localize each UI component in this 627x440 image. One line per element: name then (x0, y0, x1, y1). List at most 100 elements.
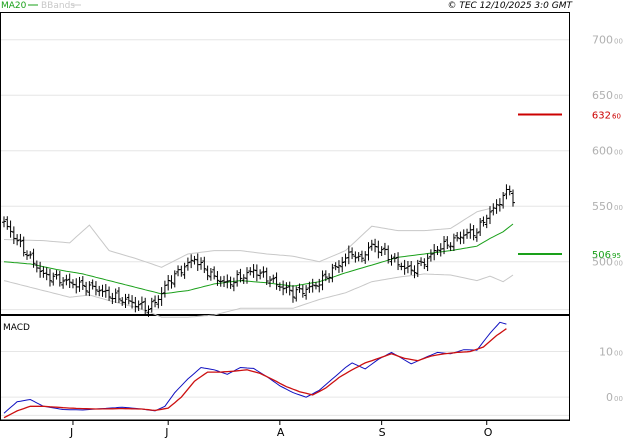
ohlc-bar (67, 273, 72, 289)
ohlc-bar (24, 250, 29, 260)
ohlc-bar (491, 203, 496, 216)
ohlc-bar (507, 185, 512, 196)
ohlc-bar (458, 231, 463, 245)
ohlc-bar (254, 264, 259, 282)
ohlc-bar (445, 236, 450, 249)
ohlc-bar (120, 297, 125, 306)
macd-tick-decimal: 00 (614, 395, 623, 403)
ohlc-bar (123, 293, 128, 308)
ohlc-bar (389, 254, 394, 266)
ohlc-bar (18, 233, 23, 248)
ohlc-bar (327, 273, 332, 283)
price-tick-decimal: 00 (614, 149, 623, 157)
ohlc-bar (320, 270, 325, 291)
ohlc-bar (34, 260, 39, 273)
ohlc-bar (51, 272, 56, 286)
ohlc-bar (290, 285, 295, 303)
ohlc-bar (205, 265, 210, 281)
ohlc-bar (336, 260, 341, 273)
ohlc-bar (84, 281, 89, 296)
ohlc-bar (87, 281, 92, 297)
ohlc-bar (61, 277, 66, 289)
ohlc-bar (15, 234, 20, 246)
ohlc-bar (235, 270, 240, 287)
support-value-decimal: 95 (612, 252, 621, 260)
ohlc-bar (202, 256, 207, 274)
ohlc-bar (215, 271, 220, 286)
ohlc-bar (330, 263, 335, 283)
price-tick-label: 700 (592, 34, 613, 47)
resistance-value: 632 (592, 111, 611, 122)
price-tick-decimal: 00 (614, 38, 623, 46)
ohlc-bar (57, 270, 62, 287)
ohlc-bar (47, 268, 52, 287)
support-value: 506 (592, 250, 611, 261)
x-tick-label: O (484, 426, 493, 439)
ohlc-bar (284, 282, 289, 294)
x-tick-label: J (69, 426, 73, 439)
ohlc-bar (304, 285, 309, 300)
macd-tick-label: 10 (599, 346, 613, 359)
ohlc-bar (343, 253, 348, 267)
ohlc-bar (149, 297, 154, 313)
x-tick-label: S (379, 426, 386, 439)
price-tick-decimal: 00 (614, 260, 623, 268)
ohlc-bar (484, 214, 489, 229)
ma20-line (3, 223, 514, 295)
ohlc-bar (264, 267, 269, 285)
ohlc-bar (258, 269, 263, 280)
ohlc-bar (2, 216, 6, 228)
price-tick-decimal: 00 (614, 204, 623, 212)
ohlc-bar (412, 265, 417, 279)
price-tick-label: 600 (592, 145, 613, 158)
ohlc-bar (359, 250, 364, 263)
ohlc-bar (70, 279, 75, 289)
ohlc-bar (156, 295, 161, 309)
ohlc-bar (31, 248, 36, 268)
ohlc-bar (481, 216, 486, 227)
ohlc-bar (323, 270, 328, 282)
macd-signal-line (3, 328, 507, 419)
ohlc-bar (435, 245, 440, 256)
ohlc-bar (405, 260, 410, 274)
ohlc-bar (468, 223, 473, 239)
ohlc-bar (428, 249, 433, 262)
ohlc-bar (139, 296, 144, 310)
ohlc-bar (294, 286, 299, 302)
ohlc-bar (340, 256, 345, 273)
ohlc-bar (185, 257, 190, 271)
bb-lower-line (3, 273, 514, 318)
ohlc-bar (218, 276, 223, 287)
ohlc-bar (21, 236, 26, 257)
ohlc-bar (488, 206, 493, 225)
ohlc-bar (212, 266, 217, 280)
ohlc-bar (366, 242, 371, 261)
ohlc-bar (310, 278, 315, 293)
price-tick-label: 650 (592, 89, 613, 102)
ohlc-bar (333, 262, 338, 271)
macd-panel-title: MACD (3, 323, 30, 333)
ohlc-bar (501, 191, 506, 209)
ohlc-bar (373, 238, 378, 253)
ohlc-bar (376, 240, 381, 259)
ohlc-bar (392, 253, 397, 263)
ohlc-bar (511, 189, 515, 207)
ohlc-bar (143, 297, 148, 315)
ohlc-bar (471, 225, 476, 241)
ohlc-bar (267, 276, 272, 288)
ohlc-bar (169, 275, 174, 289)
ohlc-bar (461, 229, 466, 244)
ohlc-bar (419, 257, 424, 267)
price-tick-decimal: 00 (614, 93, 623, 101)
ohlc-bar (474, 228, 479, 242)
legend-ma20: MA20 (1, 1, 27, 11)
ohlc-bar (130, 295, 135, 309)
ohlc-bar (300, 284, 305, 298)
ohlc-bar (176, 265, 181, 277)
ohlc-bar (28, 251, 33, 259)
ohlc-bar (113, 288, 118, 303)
ohlc-bar (179, 265, 184, 277)
ohlc-bar (182, 262, 187, 279)
ohlc-bar (74, 278, 79, 294)
